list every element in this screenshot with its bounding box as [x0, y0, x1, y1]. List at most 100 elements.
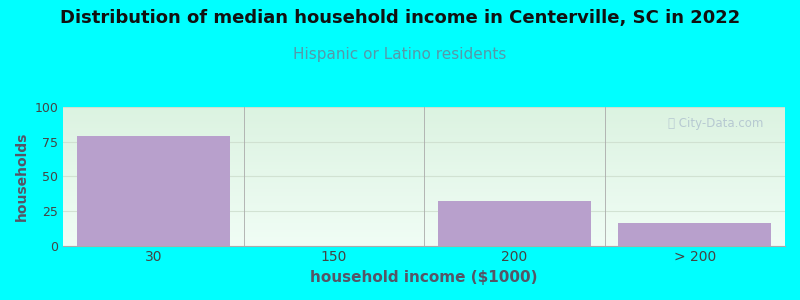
Bar — [63, 142, 785, 143]
Bar — [63, 143, 785, 144]
Bar — [63, 178, 785, 179]
Bar — [63, 152, 785, 153]
Bar — [63, 201, 785, 202]
Bar — [63, 109, 785, 110]
Bar — [63, 239, 785, 240]
Bar — [63, 107, 785, 108]
Bar — [63, 123, 785, 124]
Bar — [63, 171, 785, 172]
Bar — [63, 242, 785, 243]
Bar — [63, 170, 785, 171]
Bar — [63, 122, 785, 123]
Bar — [63, 135, 785, 136]
Bar — [63, 156, 785, 157]
Bar — [63, 208, 785, 209]
Bar — [63, 190, 785, 191]
Bar — [63, 241, 785, 242]
Bar — [63, 219, 785, 220]
Bar — [63, 228, 785, 229]
Bar — [63, 240, 785, 241]
Bar — [63, 207, 785, 208]
Bar — [63, 110, 785, 111]
Bar — [63, 231, 785, 232]
Bar — [63, 197, 785, 198]
Bar — [63, 182, 785, 183]
Bar — [63, 217, 785, 218]
Bar — [63, 128, 785, 129]
Bar — [63, 226, 785, 227]
Bar — [63, 232, 785, 233]
Bar — [63, 134, 785, 135]
Bar — [63, 200, 785, 201]
Bar — [63, 181, 785, 182]
Bar — [63, 120, 785, 121]
Bar — [63, 234, 785, 235]
Bar — [63, 184, 785, 185]
Bar — [63, 163, 785, 164]
Bar — [63, 188, 785, 189]
Bar — [63, 130, 785, 131]
Bar — [63, 151, 785, 152]
Bar — [63, 198, 785, 199]
Bar — [63, 222, 785, 223]
Bar — [63, 196, 785, 197]
Bar — [63, 112, 785, 113]
Bar — [77, 136, 230, 246]
X-axis label: household income ($1000): household income ($1000) — [310, 270, 538, 285]
Bar — [63, 168, 785, 169]
Bar — [63, 160, 785, 161]
Bar — [63, 159, 785, 160]
Bar — [63, 169, 785, 170]
Bar — [63, 160, 785, 161]
Bar — [63, 194, 785, 195]
Bar — [63, 229, 785, 230]
Bar — [63, 164, 785, 165]
Bar — [438, 201, 591, 246]
Bar — [63, 138, 785, 139]
Bar — [63, 125, 785, 126]
Bar — [63, 230, 785, 231]
Bar — [63, 119, 785, 120]
Bar — [63, 245, 785, 246]
Bar — [63, 153, 785, 154]
Bar — [63, 187, 785, 188]
Text: Hispanic or Latino residents: Hispanic or Latino residents — [294, 46, 506, 62]
Bar — [63, 154, 785, 155]
Bar — [63, 176, 785, 177]
Bar — [63, 127, 785, 128]
Bar — [63, 227, 785, 228]
Bar — [63, 233, 785, 234]
Bar — [63, 145, 785, 146]
Bar — [63, 146, 785, 147]
Bar — [63, 149, 785, 150]
Bar — [63, 141, 785, 142]
Bar — [63, 129, 785, 130]
Bar — [63, 191, 785, 192]
Bar — [63, 214, 785, 215]
Bar — [63, 136, 785, 137]
Bar — [63, 192, 785, 193]
Bar — [63, 169, 785, 170]
Bar — [63, 206, 785, 207]
Bar — [63, 180, 785, 181]
Bar — [63, 185, 785, 186]
Bar — [63, 126, 785, 127]
Bar — [63, 157, 785, 158]
Bar — [63, 140, 785, 141]
Y-axis label: households: households — [15, 132, 29, 221]
Bar — [63, 147, 785, 148]
Bar — [63, 204, 785, 205]
Bar — [63, 118, 785, 119]
Bar — [63, 108, 785, 109]
Bar — [63, 132, 785, 133]
Bar — [63, 174, 785, 175]
Bar — [63, 173, 785, 174]
Bar — [63, 244, 785, 245]
Bar — [63, 177, 785, 178]
Bar — [63, 199, 785, 200]
Bar — [63, 131, 785, 132]
Bar — [63, 124, 785, 125]
Bar — [63, 212, 785, 213]
Bar — [63, 203, 785, 204]
Bar — [63, 195, 785, 196]
